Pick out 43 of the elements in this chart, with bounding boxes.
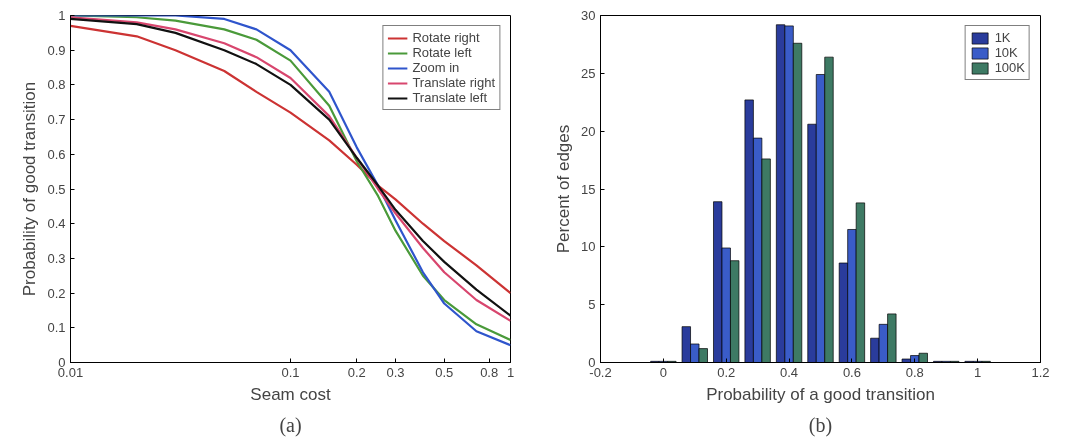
legend-label: 100K bbox=[994, 60, 1025, 75]
y-tick-label: 0.8 bbox=[47, 77, 66, 93]
x-tick-label: 1 bbox=[506, 364, 515, 380]
x-tick-label: 0.8 bbox=[480, 364, 499, 380]
y-tick-label: 0.5 bbox=[47, 181, 66, 197]
text: (b) bbox=[808, 413, 833, 437]
y-tick-label: 0.1 bbox=[47, 320, 66, 336]
x-tick-label: 1 bbox=[974, 364, 982, 380]
y-tick-label: 15 bbox=[581, 181, 596, 197]
x-axis-title: Seam cost bbox=[250, 384, 331, 404]
y-tick-label: 0.3 bbox=[47, 250, 66, 266]
x-tick-label: 0.5 bbox=[435, 364, 454, 380]
legend-label: Rotate left bbox=[412, 45, 472, 60]
y-tick-label: 25 bbox=[581, 65, 596, 81]
legend-label: Rotate right bbox=[412, 30, 480, 45]
legend-label: Translate left bbox=[412, 90, 488, 105]
y-tick-label: 5 bbox=[588, 297, 596, 313]
y-tick-label: 20 bbox=[581, 123, 596, 139]
y-tick-label: 0.7 bbox=[47, 112, 66, 128]
y-tick-label: 0.6 bbox=[47, 146, 66, 162]
y-axis-title: Probability of good transition bbox=[20, 81, 40, 297]
x-tick-label: 0.3 bbox=[386, 364, 405, 380]
x-tick-label: 0.1 bbox=[281, 364, 300, 380]
x-tick-label: 1.2 bbox=[1031, 364, 1050, 380]
x-tick-label: 0.2 bbox=[717, 364, 736, 380]
y-tick-label: 0.9 bbox=[47, 42, 66, 58]
y-tick-label: 0.4 bbox=[47, 216, 66, 232]
legend-label: 10K bbox=[994, 45, 1018, 60]
legend-label: Zoom in bbox=[412, 60, 460, 75]
x-tick-label: 0.6 bbox=[842, 364, 861, 380]
legend-label: Translate right bbox=[412, 75, 495, 90]
y-tick-label: 0.2 bbox=[47, 285, 66, 301]
y-tick-label: 30 bbox=[581, 8, 596, 23]
x-axis-title: Probability of a good transition bbox=[706, 384, 935, 404]
legend-label: 1K bbox=[994, 30, 1012, 45]
y-tick-label: 1 bbox=[58, 8, 66, 23]
text: (a) bbox=[279, 413, 302, 437]
x-tick-label: 0 bbox=[659, 364, 667, 380]
y-tick-label: 10 bbox=[581, 239, 596, 255]
x-tick-label: 0.2 bbox=[347, 364, 366, 380]
x-tick-label: 0.4 bbox=[780, 364, 799, 380]
y-axis-title: Percent of edges bbox=[554, 124, 574, 254]
x-tick-label: 0.8 bbox=[905, 364, 924, 380]
